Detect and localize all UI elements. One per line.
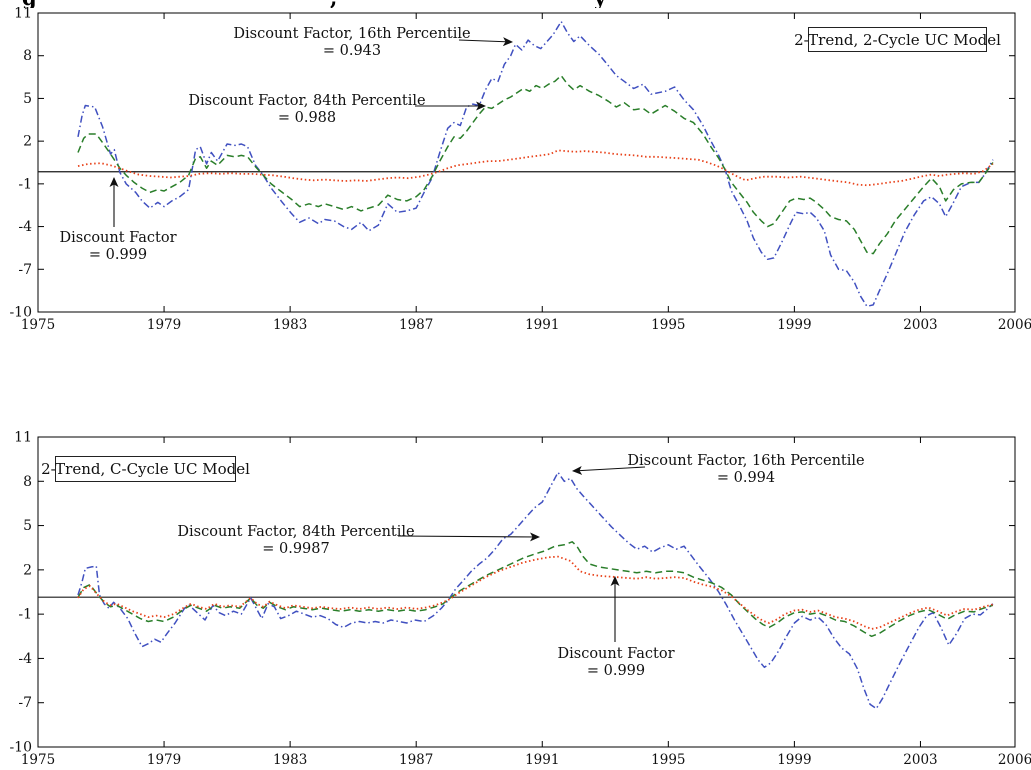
annotation-line1: Discount Factor <box>557 646 675 662</box>
bottom-chart-canvas: 1975 1979 1983 1987 1991 1995 1999 2003 2006 -10 -… <box>9 430 1031 769</box>
y-tick-label: 8 <box>23 48 32 64</box>
x-tick-label: 2006 <box>998 317 1031 333</box>
cropped-title-fragment: y <box>594 0 606 8</box>
annotation-line1: Discount Factor, 84th Percentile <box>177 524 415 540</box>
x-tick-label: 1983 <box>273 752 307 768</box>
x-tick-label: 1995 <box>651 752 685 768</box>
y-tick-label: -7 <box>18 262 32 278</box>
y-tick-label: 2 <box>23 562 32 578</box>
series-line-p16 <box>77 471 994 710</box>
annotation-discount-factor-bottom: Discount Factor = 0.999 <box>558 646 675 679</box>
x-tick-label: 1987 <box>399 752 433 768</box>
plot-box <box>37 12 1016 313</box>
cropped-title-fragment: g <box>22 0 37 8</box>
model-label-box-top: 2-Trend, 2-Cycle UC Model <box>794 27 1001 52</box>
x-tick-label: 2003 <box>903 752 937 768</box>
x-tick-label: 1979 <box>147 752 181 768</box>
annotation-line2: = 0.994 <box>716 469 776 486</box>
y-tick-label: 5 <box>23 91 32 107</box>
series-line-p16 <box>77 20 994 308</box>
annotation-line1: Discount Factor, 16th Percentile <box>627 453 865 469</box>
cropped-title-fragment: , <box>330 0 337 8</box>
top-chart-canvas: 1975 1979 1983 1987 1991 1995 1999 2003 2006 -10 -… <box>9 6 1031 334</box>
x-tick-label: 2003 <box>903 317 937 333</box>
annotation-line2: = 0.999 <box>88 246 148 263</box>
y-tick-label: -1 <box>18 607 32 623</box>
series-line-p84 <box>77 74 994 255</box>
annotation-line2: = 0.988 <box>277 109 337 126</box>
model-label-box-bottom: 2-Trend, C-Cycle UC Model <box>41 456 250 482</box>
x-tick-label: 1975 <box>21 752 55 768</box>
y-tick-label: 2 <box>23 134 32 150</box>
annotation-line2: = 0.943 <box>322 42 382 59</box>
annotation-line1: Discount Factor, 16th Percentile <box>233 26 471 42</box>
annotation-discount-factor-top: Discount Factor = 0.999 <box>60 230 177 263</box>
y-tick-label: 5 <box>23 518 32 534</box>
annotation-line2: = 0.9987 <box>262 540 330 557</box>
x-tick-label: 1991 <box>525 752 559 768</box>
x-tick-label: 1995 <box>651 317 685 333</box>
y-tick-label: -7 <box>18 695 32 711</box>
x-tick-label: 2006 <box>998 752 1031 768</box>
plot-box <box>37 436 1016 748</box>
annotation-line1: Discount Factor, 84th Percentile <box>188 93 426 109</box>
annotation-line1: Discount Factor <box>59 230 177 246</box>
series-line-median <box>77 555 994 630</box>
x-tick-label: 1999 <box>777 752 811 768</box>
annotation-16th-percentile-top: Discount Factor, 16th Percentile = 0.943 <box>233 26 470 59</box>
y-tick-label: 8 <box>23 474 32 490</box>
y-tick-label: -4 <box>18 219 32 235</box>
y-tick-label: 11 <box>14 6 32 22</box>
y-tick-label: 11 <box>14 430 32 446</box>
x-tick-label: 1991 <box>525 317 559 333</box>
y-tick-label: -4 <box>18 651 32 667</box>
x-tick-label: 1979 <box>147 317 181 333</box>
cropped-figure-title: g, y <box>0 0 660 8</box>
x-tick-label: 1999 <box>777 317 811 333</box>
y-tick-label: -10 <box>9 740 32 756</box>
annotation-84th-percentile-bottom: Discount Factor, 84th Percentile = 0.998… <box>177 524 414 557</box>
x-tick-label: 1983 <box>273 317 307 333</box>
annotation-16th-percentile-bottom: Discount Factor, 16th Percentile = 0.994 <box>627 453 864 486</box>
series-line-p84 <box>77 541 994 638</box>
x-tick-label: 1975 <box>21 317 55 333</box>
x-tick-label: 1987 <box>399 317 433 333</box>
annotation-line2: = 0.999 <box>586 662 646 679</box>
y-tick-label: -10 <box>9 305 32 321</box>
annotation-84th-percentile-top: Discount Factor, 84th Percentile = 0.988 <box>188 93 425 126</box>
y-tick-label: -1 <box>18 176 32 192</box>
series-line-median <box>77 149 994 187</box>
model-label-top: 2-Trend, 2-Cycle UC Model <box>794 30 1001 49</box>
model-label-bottom: 2-Trend, C-Cycle UC Model <box>41 460 250 478</box>
